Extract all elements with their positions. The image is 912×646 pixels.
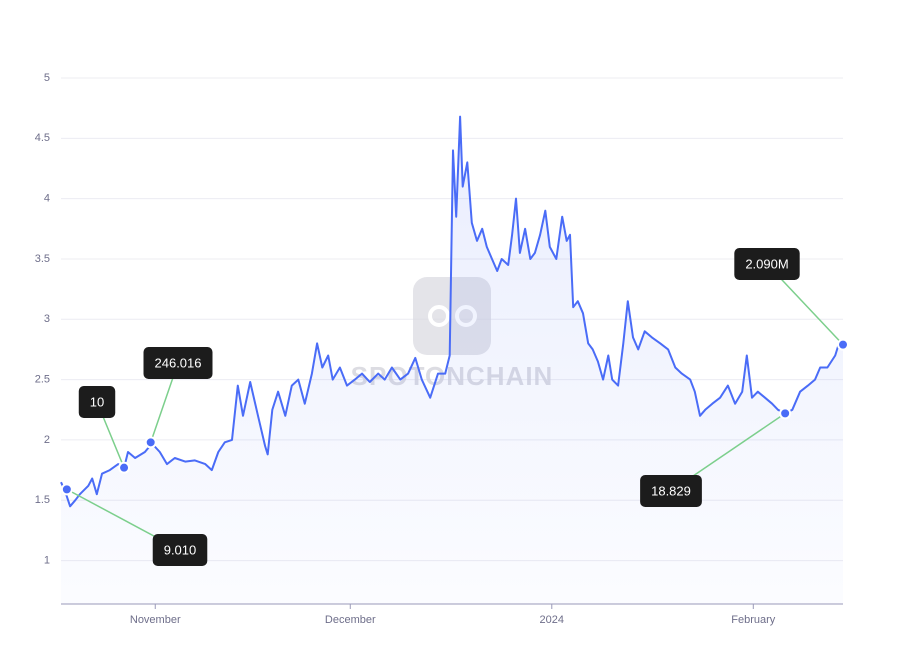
y-tick-label: 3.5: [35, 253, 50, 265]
annotation-marker: [779, 407, 792, 420]
y-tick-label: 1: [44, 554, 50, 566]
annotation-marker: [837, 338, 849, 351]
annotation-marker: [60, 483, 73, 496]
annotation-marker: [118, 461, 131, 474]
y-tick-label: 2.5: [35, 374, 50, 386]
annotation-label: 246.016: [155, 355, 202, 370]
annotation-label: 10: [90, 394, 104, 409]
y-tick-label: 5: [44, 72, 50, 84]
annotation-box: [152, 534, 208, 566]
y-tick-label: 4.5: [35, 132, 50, 144]
price-line: [60, 115, 844, 508]
x-tick-label: December: [325, 614, 376, 626]
x-tick-label: 2024: [540, 614, 564, 626]
annotation-marker: [144, 436, 157, 449]
annotation-label: 18.829: [651, 483, 691, 498]
annotation-box: [78, 386, 116, 418]
annotation-box: [640, 475, 702, 507]
y-tick-label: 2: [44, 434, 50, 446]
y-tick-label: 1.5: [35, 494, 50, 506]
annotation-label: 2.090M: [745, 256, 788, 271]
y-tick-label: 3: [44, 313, 50, 325]
y-tick-label: 4: [44, 193, 50, 205]
annotation-label: 9.010: [164, 542, 197, 557]
annotation-box: [734, 248, 800, 280]
x-tick-label: February: [731, 614, 776, 626]
annotation-box: [143, 347, 213, 379]
x-tick-label: November: [130, 614, 181, 626]
